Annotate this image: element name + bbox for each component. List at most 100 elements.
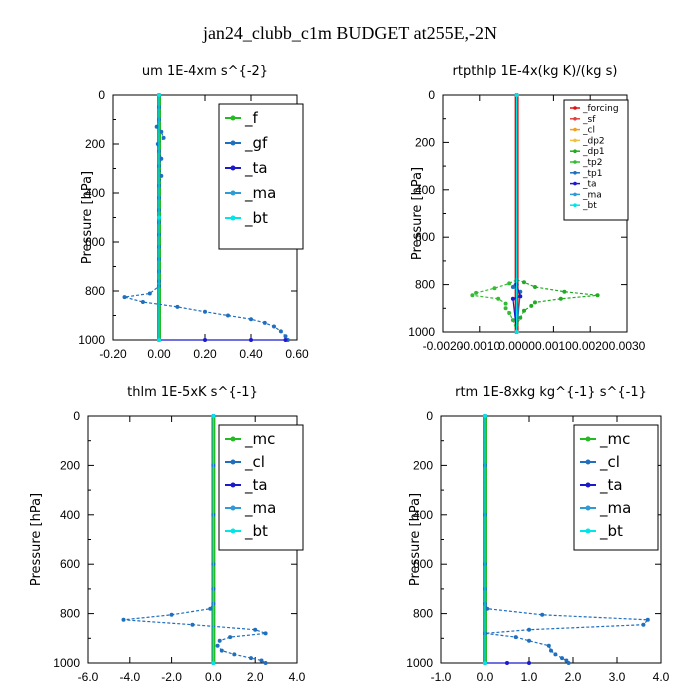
legend-label: _cl [244,453,265,472]
legend-label: _ta [244,159,268,178]
data-point [208,606,213,611]
series-gf [122,93,290,342]
y-tick-label: 600 [85,235,105,249]
legend-marker [585,459,591,465]
y-tick-label: 1000 [408,325,435,339]
series-bt [211,414,216,665]
legend-label: _forcing [582,104,619,114]
chart-panel-3: thlm 1E-5xK s^{-1} Pressure [hPa] 0 200 400 6… [29,385,306,684]
y-tick-label: 200 [415,135,435,149]
legend-label: _ta [599,476,623,495]
y-axis-label: Pressure [hPa] [410,167,425,260]
y-tick-label: 800 [85,284,105,298]
legend-label: _cl [582,126,595,136]
data-point [190,622,195,627]
y-tick-label: 0 [73,409,80,423]
x-tick-label: 0.0000 [498,339,535,353]
legend-label: _gf [244,134,268,153]
legend-marker [230,482,236,488]
legend-marker [585,528,591,534]
series-ta [483,414,531,665]
y-axis-label: Pressure [hPa] [408,493,423,586]
legend-marker [573,127,577,132]
data-point [553,652,558,657]
y-tick-label: 400 [60,508,80,522]
series-line [484,416,529,664]
data-point [262,320,267,325]
legend-marker [585,482,591,488]
series-bt [157,93,161,342]
data-point [470,293,475,298]
data-point [507,311,512,315]
data-point [527,627,531,632]
data-point [159,129,164,134]
data-point [562,289,567,294]
data-point [518,315,523,320]
data-point [566,661,571,665]
data-point [549,648,553,653]
data-point [249,656,253,661]
data-point [533,285,537,289]
x-tick-label: -6.0 [78,670,99,684]
y-tick-label: 200 [60,458,80,472]
x-tick-label: 2.0 [565,670,582,684]
legend: _mc _cl _ta _ma _bt [573,424,659,551]
x-tick-label: 0.20 [193,347,217,361]
data-point [211,414,216,418]
data-point [203,338,207,342]
legend-box [218,103,304,250]
data-point [492,286,497,291]
x-tick-label: 4.0 [289,670,306,684]
legend-marker [230,140,236,146]
data-point [645,617,650,622]
data-point [595,293,600,298]
data-point [510,285,515,289]
series-line [470,95,518,333]
data-point [211,661,216,665]
y-tick-label: 0 [428,88,435,102]
data-point [228,635,233,640]
x-tick-label: 1.0 [521,670,538,684]
legend-marker [573,203,577,207]
legend-label: _dp1 [582,147,605,157]
data-point [226,313,230,318]
data-point [157,215,161,220]
x-tick-label: -1.0 [431,670,452,684]
data-point [278,329,283,334]
data-point [507,281,512,286]
y-tick-label: 600 [60,557,80,571]
y-tick-label: 0 [98,88,105,102]
legend-marker [230,115,236,121]
data-point [503,301,508,306]
legend-marker [230,190,236,196]
data-point [232,652,237,657]
data-point [253,627,258,632]
data-point [219,648,224,653]
data-point [263,661,268,665]
data-point [283,338,288,342]
legend-marker [573,171,577,175]
series-line [124,95,289,341]
data-point [159,156,164,161]
chart-panel-1: um 1E-4xm s^{-2} Pressure [hPa] 0 200 400 600… [78,64,309,361]
data-point [169,612,174,617]
y-tick-label: 1000 [78,333,105,347]
legend-label: _mc [244,430,275,449]
legend-marker [230,505,236,511]
data-point [560,656,564,661]
legend-marker [230,528,236,534]
data-point [121,617,126,622]
legend-label: _ta [582,180,597,190]
legend-marker [573,192,577,197]
x-tick-label: 0.0020 [572,339,609,353]
data-point [527,661,531,665]
legend-marker [230,165,236,171]
y-tick-label: 400 [85,186,105,200]
x-tick-label: 3.0 [609,670,626,684]
legend-label: _cl [599,453,620,472]
data-point [272,324,276,329]
data-point [522,308,526,313]
x-tick-label: 0.60 [285,347,309,361]
data-point [529,303,534,308]
x-tick-label: -4.0 [119,670,140,684]
